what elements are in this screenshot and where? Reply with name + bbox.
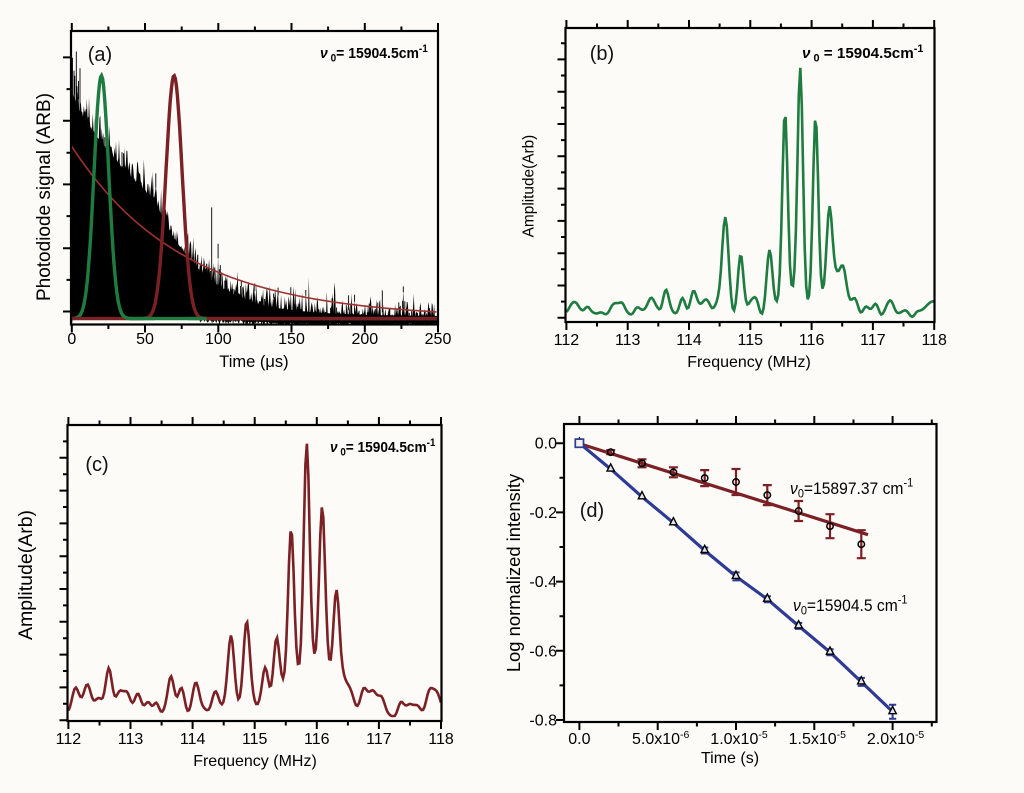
svg-text:114: 114	[180, 731, 206, 748]
svg-text:0.0: 0.0	[568, 731, 590, 748]
svg-text:112: 112	[554, 332, 580, 349]
svg-text:114: 114	[676, 332, 702, 349]
svg-text:-0.6: -0.6	[529, 643, 557, 660]
svg-text:0.0: 0.0	[535, 436, 557, 453]
svg-text:ν0=15897.37 cm-1: ν0=15897.37 cm-1	[790, 477, 913, 501]
svg-text:Photodiode signal (ARB): Photodiode signal (ARB)	[34, 93, 55, 301]
svg-text:-0.2: -0.2	[529, 505, 557, 522]
svg-text:Amplitude(Arb): Amplitude(Arb)	[15, 510, 37, 640]
svg-text:Frequency (MHz): Frequency (MHz)	[193, 753, 317, 770]
svg-text:ν0=15904.5 cm-1: ν0=15904.5 cm-1	[793, 594, 907, 618]
svg-text:117: 117	[366, 731, 392, 748]
svg-text:118: 118	[921, 332, 947, 349]
svg-text:Time (μs): Time (μs)	[219, 353, 288, 371]
svg-text:(d): (d)	[580, 500, 604, 522]
svg-text:Amplitude(Arb): Amplitude(Arb)	[521, 135, 538, 238]
svg-text:(b): (b)	[590, 43, 614, 65]
svg-text:116: 116	[799, 332, 825, 349]
svg-text:(a): (a)	[88, 44, 112, 66]
svg-text:Time (s): Time (s)	[701, 750, 759, 767]
svg-text:50: 50	[136, 331, 154, 348]
svg-text:5.0x10-6: 5.0x10-6	[632, 729, 690, 748]
svg-text:115: 115	[242, 731, 268, 748]
svg-text:117: 117	[860, 332, 886, 349]
svg-text:Log normalized intensity: Log normalized intensity	[503, 473, 524, 672]
svg-text:1.0x10-5: 1.0x10-5	[710, 729, 768, 748]
svg-text:116: 116	[304, 731, 330, 748]
svg-text:-0.4: -0.4	[529, 574, 557, 591]
svg-text:2.0x10-5: 2.0x10-5	[867, 729, 925, 748]
svg-text:ν 0 = 15904.5cm-1: ν 0 = 15904.5cm-1	[802, 43, 923, 64]
svg-text:200: 200	[351, 331, 378, 348]
svg-text:113: 113	[118, 731, 144, 748]
svg-text:112: 112	[56, 731, 82, 748]
svg-text:118: 118	[428, 731, 454, 748]
svg-text:113: 113	[615, 332, 641, 349]
svg-text:(c): (c)	[85, 454, 108, 476]
svg-text:-0.8: -0.8	[529, 713, 557, 730]
svg-text:115: 115	[738, 332, 764, 349]
svg-text:1.5x10-5: 1.5x10-5	[789, 729, 847, 748]
svg-text:0: 0	[67, 331, 76, 348]
svg-text:150: 150	[278, 331, 305, 348]
svg-text:Frequency (MHz): Frequency (MHz)	[687, 354, 811, 371]
svg-text:100: 100	[205, 331, 232, 348]
svg-text:250: 250	[425, 331, 452, 348]
svg-text:ν 0= 15904.5cm-1: ν 0= 15904.5cm-1	[320, 44, 428, 65]
svg-text:ν 0= 15904.5cm-1: ν 0= 15904.5cm-1	[330, 437, 436, 458]
